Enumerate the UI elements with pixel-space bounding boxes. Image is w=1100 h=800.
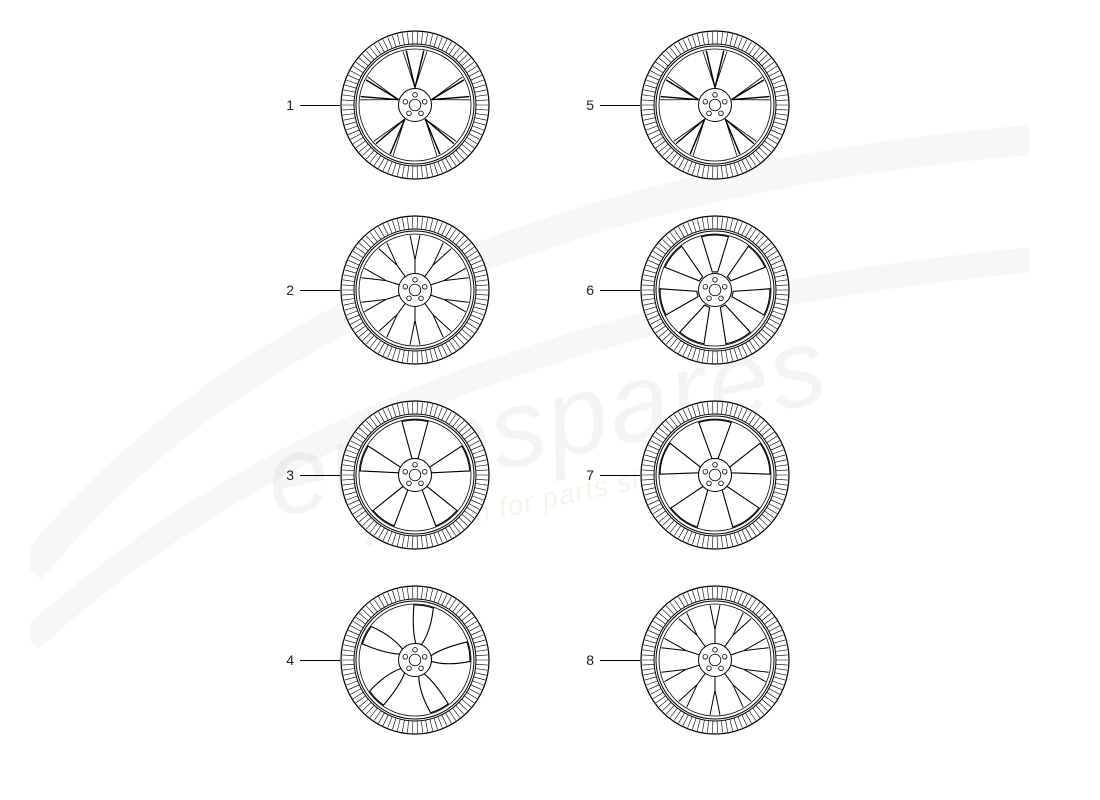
wheel-3-svg	[340, 400, 490, 550]
wheel-label-4: 4	[280, 652, 294, 668]
wheel-graphic-6	[640, 215, 790, 365]
wheel-label-3: 3	[280, 467, 294, 483]
leader-line-3	[300, 475, 340, 476]
wheel-label-7: 7	[580, 467, 594, 483]
wheel-graphic-2	[340, 215, 490, 365]
leader-line-7	[600, 475, 640, 476]
wheel-5-svg	[640, 30, 790, 180]
wheel-label-2: 2	[280, 282, 294, 298]
wheel-6-svg	[640, 215, 790, 365]
diagram-canvas: eurospares a passion for parts since 198…	[0, 0, 1100, 800]
wheel-item-3: 3	[280, 400, 490, 550]
wheel-graphic-5	[640, 30, 790, 180]
watermark-swoosh	[30, 120, 1030, 680]
wheel-item-7: 7	[580, 400, 790, 550]
wheel-2-svg	[340, 215, 490, 365]
wheel-item-8: 8	[580, 585, 790, 735]
wheel-label-6: 6	[580, 282, 594, 298]
wheel-graphic-7	[640, 400, 790, 550]
wheel-1-svg	[340, 30, 490, 180]
wheel-label-8: 8	[580, 652, 594, 668]
wheel-item-2: 2	[280, 215, 490, 365]
wheel-item-6: 6	[580, 215, 790, 365]
leader-line-8	[600, 660, 640, 661]
wheel-item-4: 4	[280, 585, 490, 735]
wheel-label-1: 1	[280, 97, 294, 113]
wheel-4-svg	[340, 585, 490, 735]
wheel-7-svg	[640, 400, 790, 550]
wheel-graphic-8	[640, 585, 790, 735]
leader-line-1	[300, 105, 340, 106]
leader-line-6	[600, 290, 640, 291]
wheel-label-5: 5	[580, 97, 594, 113]
wheel-graphic-3	[340, 400, 490, 550]
wheel-item-1: 1	[280, 30, 490, 180]
wheel-8-svg	[640, 585, 790, 735]
wheel-item-5: 5	[580, 30, 790, 180]
wheel-graphic-4	[340, 585, 490, 735]
leader-line-4	[300, 660, 340, 661]
leader-line-5	[600, 105, 640, 106]
leader-line-2	[300, 290, 340, 291]
wheel-graphic-1	[340, 30, 490, 180]
